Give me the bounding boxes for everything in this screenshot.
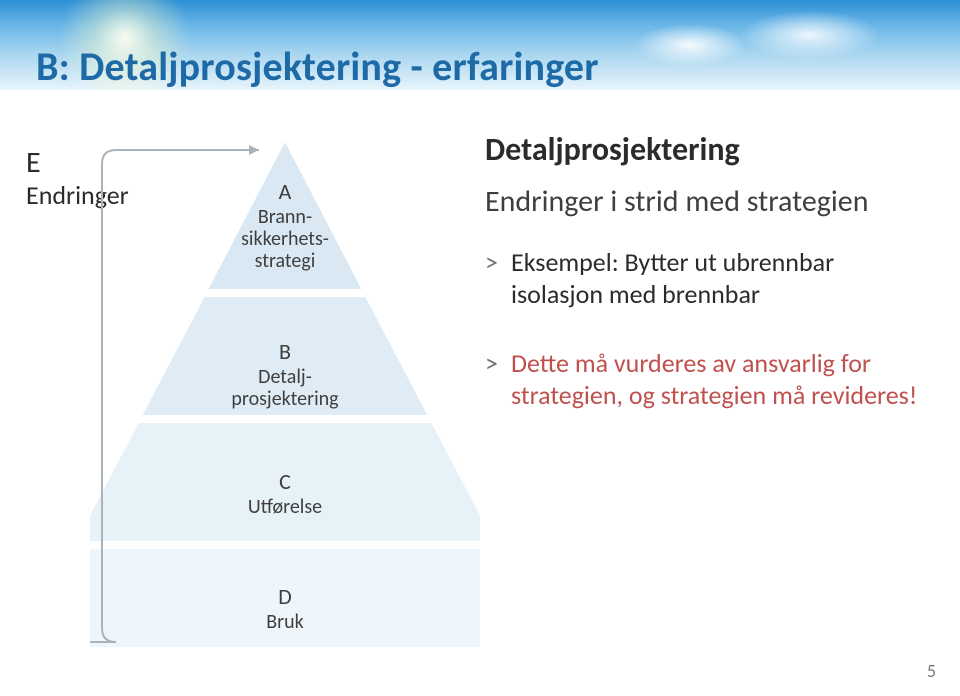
pyramid-label-2: CUtførelse [215, 470, 355, 518]
pyramid-label-letter: C [215, 470, 355, 494]
content-heading: Detaljprosjektering [485, 130, 925, 169]
feedback-arrowhead [249, 145, 259, 155]
pyramid-label-letter: A [230, 180, 340, 204]
pyramid-label-line: strategi [230, 250, 340, 272]
pyramid-label-3: DBruk [230, 585, 340, 633]
pyramid-label-0: ABrann-sikkerhets-strategi [230, 180, 340, 272]
pyramid-label-line: sikkerhets- [230, 228, 340, 250]
content-subheading: Endringer i strid med strategien [485, 185, 925, 220]
pyramid-label-line: prosjektering [215, 388, 355, 410]
pyramid-label-letter: B [215, 340, 355, 364]
pyramid-label-1: BDetalj-prosjektering [215, 340, 355, 410]
bullet-item: Eksempel: Bytter ut ubrennbar isolasjon … [485, 246, 925, 311]
pyramid-label-letter: D [230, 585, 340, 609]
bullet-item: Dette må vurderes av ansvarlig for strat… [485, 347, 925, 412]
slide-title: B: Detaljprosjektering - erfaringer [36, 42, 599, 91]
page-number: 5 [927, 660, 936, 682]
pyramid-label-line: Brann- [230, 206, 340, 228]
pyramid-label-line: Bruk [230, 611, 340, 633]
pyramid-label-line: Utførelse [215, 496, 355, 518]
pyramid-label-line: Detalj- [215, 366, 355, 388]
content-block: Detaljprosjektering Endringer i strid me… [485, 130, 925, 448]
